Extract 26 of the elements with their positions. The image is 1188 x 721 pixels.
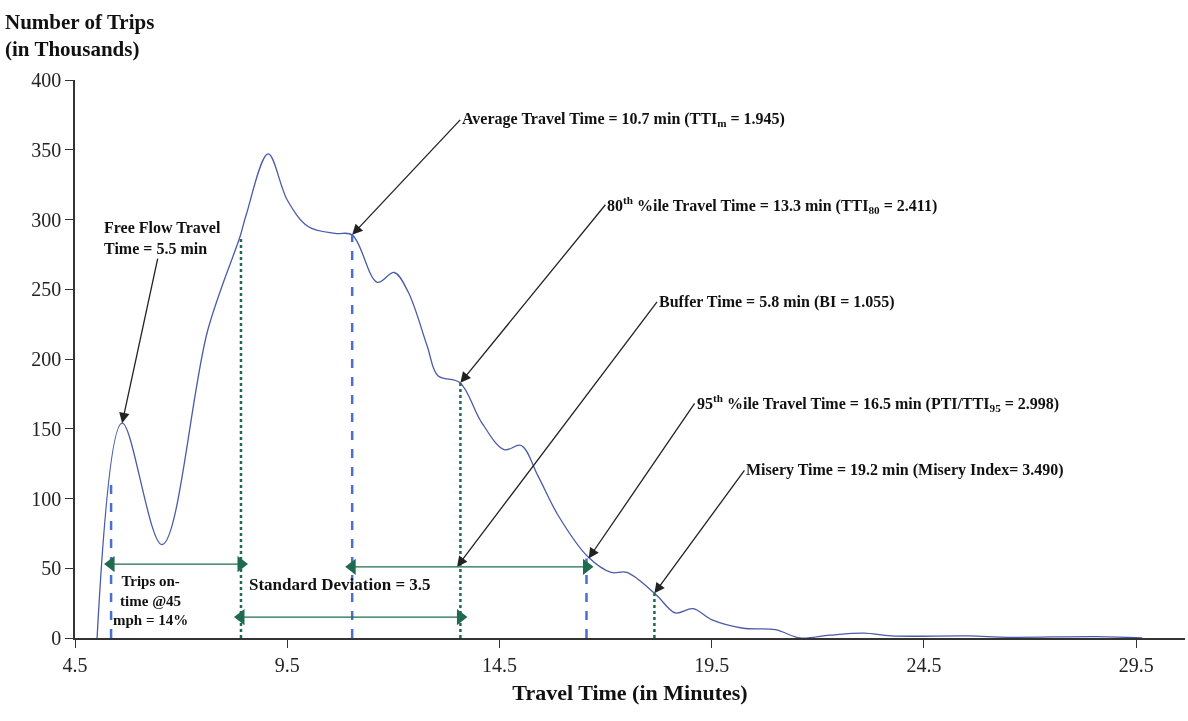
- y-tick-label: 0: [51, 627, 62, 649]
- y-tick-label: 400: [31, 69, 62, 91]
- annotation: Free Flow Travel Time = 5.5 min: [104, 219, 221, 257]
- x-tick-label: 14.5: [481, 653, 517, 676]
- x-tick-label: 19.5: [694, 653, 730, 676]
- line-series: [96, 153, 1143, 638]
- annotation: Buffer Time = 5.8 min (BI = 1.055): [659, 293, 895, 311]
- y-tick-label: 350: [31, 138, 62, 161]
- annotation: Misery Time = 19.2 min (Misery Index= 3.490): [746, 461, 1064, 479]
- annotation: Average Travel Time = 10.7 min (TTI$_{m}$ = 1.945): [462, 110, 785, 130]
- x-axis-title: Travel Time (in Minutes): [512, 680, 748, 706]
- y-tick-label: 100: [31, 487, 62, 510]
- annotation: Trips on- time @45 mph = 14%: [113, 573, 189, 628]
- x-tick-label: 29.5: [1118, 653, 1154, 676]
- x-tick-label: 4.5: [62, 653, 88, 676]
- y-tick-label: 50: [41, 557, 62, 580]
- y-tick-label: 200: [31, 348, 62, 370]
- y-tick-label: 250: [31, 278, 62, 301]
- x-tick-label: 9.5: [274, 653, 300, 676]
- y-tick-label: 300: [31, 208, 62, 231]
- x-tick-label: 24.5: [906, 653, 942, 676]
- y-axis-title: Number of Trips (in Thousands): [5, 10, 155, 62]
- y-tick-label: 150: [31, 417, 62, 440]
- annotation: 95$^{th}$ %ile Travel Time = 16.5 min (PTI/TTI$_{95}$ = 2.998): [697, 392, 1060, 415]
- annotation: Standard Deviation = 3.5: [249, 575, 431, 594]
- annotation: 80$^{th}$ %ile Travel Time = 13.3 min (TTI$_{80}$ = 2.411): [607, 194, 938, 217]
